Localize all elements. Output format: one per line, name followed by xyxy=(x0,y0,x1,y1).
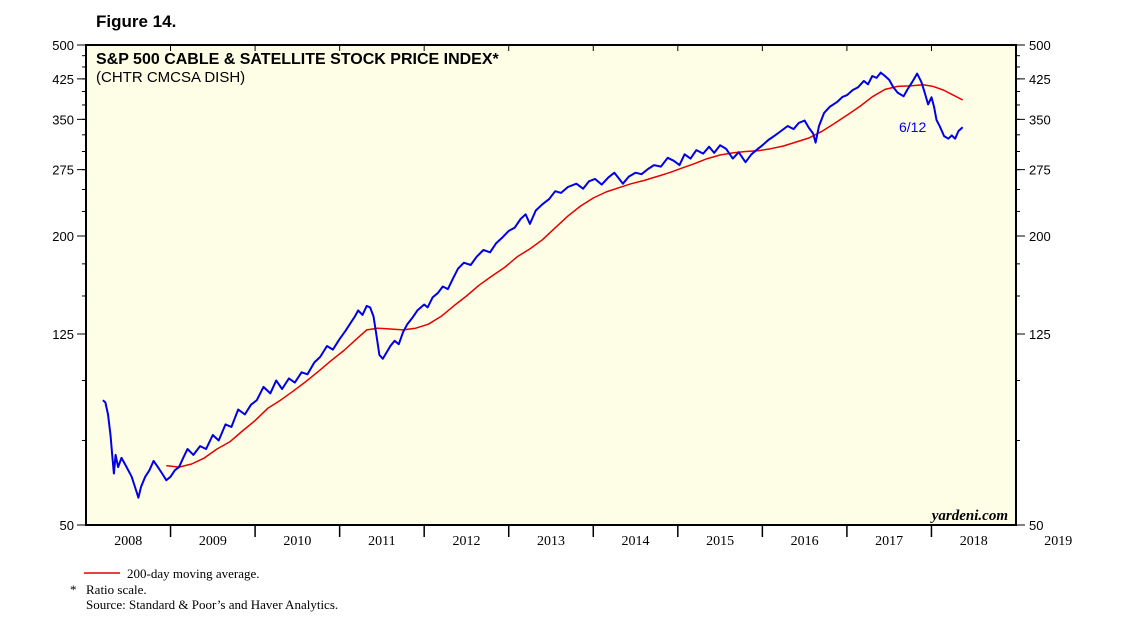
ratio-note: Ratio scale. xyxy=(86,582,147,597)
y-tick-label: 350 xyxy=(52,112,74,127)
x-tick-label: 2016 xyxy=(791,534,819,549)
y-tick-label: 425 xyxy=(52,72,74,87)
y-tick-label: 275 xyxy=(1029,163,1051,178)
x-tick-label: 2008 xyxy=(114,534,142,549)
x-tick-label: 2011 xyxy=(368,534,395,549)
y-tick-label: 425 xyxy=(1029,72,1051,87)
series-layer xyxy=(102,71,964,499)
source-note: Source: Standard & Poor’s and Haver Anal… xyxy=(86,597,339,612)
x-tick-label: 2010 xyxy=(283,534,311,549)
last-value-label: 6/12 xyxy=(899,119,926,135)
y-tick-label: 275 xyxy=(52,163,74,178)
y-tick-label: 50 xyxy=(1029,518,1043,533)
y-tick-label: 500 xyxy=(1029,38,1051,53)
x-tick-label: 2017 xyxy=(875,534,903,549)
chart-title: S&P 500 CABLE & SATELLITE STOCK PRICE IN… xyxy=(96,51,500,68)
x-tick-label: 2018 xyxy=(960,534,988,549)
legend-label: 200-day moving average. xyxy=(127,566,260,581)
ratio-marker: * xyxy=(70,582,77,597)
chart-subtitle: (CHTR CMCSA DISH) xyxy=(96,69,245,86)
y-tick-label: 200 xyxy=(1029,229,1051,244)
y-tick-label: 200 xyxy=(52,229,74,244)
x-tick-label: 2015 xyxy=(706,534,734,549)
y-tick-label: 125 xyxy=(52,327,74,342)
y-tick-label: 350 xyxy=(1029,112,1051,127)
x-tick-label: 2009 xyxy=(199,534,227,549)
y-tick-label: 125 xyxy=(1029,327,1051,342)
y-axis-right: 50 125 200 275 350 425 500 xyxy=(1029,38,1051,533)
figure-label: Figure 14. xyxy=(96,12,177,31)
series-line-moving-average xyxy=(166,84,964,468)
watermark: yardeni.com xyxy=(930,508,1008,524)
legend-swatch-moving-average xyxy=(84,572,120,574)
plot-area xyxy=(85,44,1017,526)
axis-ticks xyxy=(77,44,1025,537)
y-axis-left: 50 125 200 275 350 425 500 xyxy=(52,38,74,533)
y-tick-label: 50 xyxy=(60,518,74,533)
x-axis: 2008 2009 2010 2011 2012 2013 2014 2015 2016 2017… xyxy=(114,534,1072,549)
x-tick-label: 2013 xyxy=(537,534,565,549)
x-tick-label: 2014 xyxy=(622,534,650,549)
x-tick-label: 2012 xyxy=(452,534,480,549)
series-line-index xyxy=(102,71,964,499)
x-tick-label: 2019 xyxy=(1044,534,1072,549)
y-tick-label: 500 xyxy=(52,38,74,53)
